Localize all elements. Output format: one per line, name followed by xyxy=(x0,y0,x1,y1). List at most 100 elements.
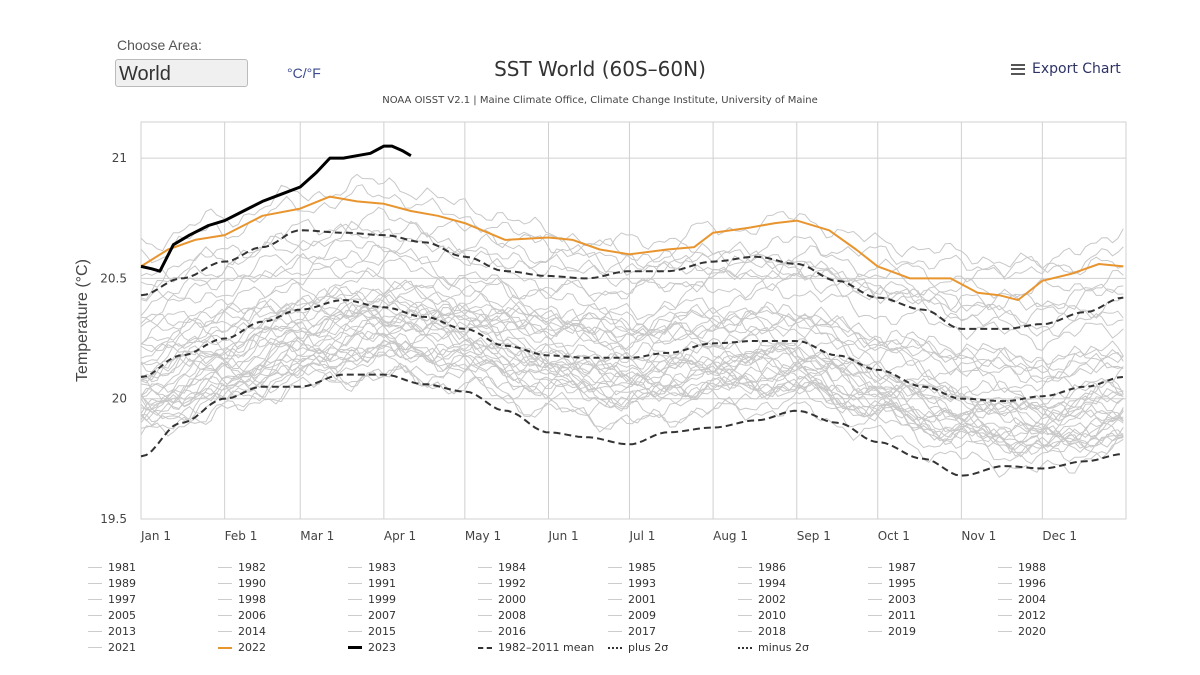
legend-item[interactable]: 1989 xyxy=(88,577,136,590)
chart-subtitle: NOAA OISST V2.1 | Maine Climate Office, … xyxy=(382,95,818,106)
legend-item[interactable]: 2003 xyxy=(868,593,916,606)
year-line-1995 xyxy=(140,309,1124,431)
year-line-2019 xyxy=(140,206,1124,283)
legend-swatch-icon xyxy=(218,599,232,600)
legend-item[interactable]: 1996 xyxy=(998,577,1046,590)
y-tick-label: 19.5 xyxy=(100,512,127,526)
legend-item[interactable]: 2018 xyxy=(738,625,786,638)
legend-label: plus 2σ xyxy=(628,641,669,654)
legend-item[interactable]: 2013 xyxy=(88,625,136,638)
legend-label: 1982 xyxy=(238,561,266,574)
legend-item[interactable]: minus 2σ xyxy=(738,641,809,654)
legend-swatch-icon xyxy=(738,646,752,649)
legend-item[interactable]: 2011 xyxy=(868,609,916,622)
legend-swatch-icon xyxy=(88,583,102,584)
year-line-2009 xyxy=(140,282,1124,384)
legend-swatch-icon xyxy=(868,567,882,568)
legend-item[interactable]: 2014 xyxy=(218,625,266,638)
legend-item[interactable]: 1987 xyxy=(868,561,916,574)
legend-item[interactable]: 1991 xyxy=(348,577,396,590)
legend-swatch-icon xyxy=(608,599,622,600)
x-tick-label: Dec 1 xyxy=(1042,529,1077,543)
legend-item[interactable]: 1988 xyxy=(998,561,1046,574)
legend-item[interactable]: 1999 xyxy=(348,593,396,606)
legend-label: 2018 xyxy=(758,625,786,638)
legend-item[interactable]: 2007 xyxy=(348,609,396,622)
legend-item[interactable]: 1982–2011 mean xyxy=(478,641,594,654)
stat-line-minus-2- xyxy=(140,373,1124,477)
legend-item[interactable]: 1990 xyxy=(218,577,266,590)
legend-item[interactable]: 2006 xyxy=(218,609,266,622)
legend-swatch-icon xyxy=(478,646,492,649)
legend-label: 2016 xyxy=(498,625,526,638)
legend-item[interactable]: 1984 xyxy=(478,561,526,574)
year-line-2013 xyxy=(140,286,1124,374)
legend-swatch-icon xyxy=(348,646,362,649)
legend-item[interactable]: 1986 xyxy=(738,561,786,574)
x-tick-label: Jun 1 xyxy=(547,529,578,543)
x-tick-label: Apr 1 xyxy=(384,529,416,543)
legend-item[interactable]: 2008 xyxy=(478,609,526,622)
legend-item[interactable]: 1993 xyxy=(608,577,656,590)
legend-item[interactable]: 2022 xyxy=(218,641,266,654)
legend-item[interactable]: 2015 xyxy=(348,625,396,638)
legend-swatch-icon xyxy=(218,583,232,584)
legend-swatch-icon xyxy=(88,631,102,632)
legend-item[interactable]: 1982 xyxy=(218,561,266,574)
legend-label: 1983 xyxy=(368,561,396,574)
year-line-2015 xyxy=(140,235,1124,302)
export-chart-button[interactable]: Export Chart xyxy=(1011,61,1121,77)
legend-item[interactable]: 1995 xyxy=(868,577,916,590)
legend-label: 2019 xyxy=(888,625,916,638)
legend-item[interactable]: 1997 xyxy=(88,593,136,606)
legend-item[interactable]: 1981 xyxy=(88,561,136,574)
x-tick-label: Oct 1 xyxy=(878,529,910,543)
legend-item[interactable]: 2010 xyxy=(738,609,786,622)
x-tick-label: Feb 1 xyxy=(225,529,258,543)
y-tick-label: 20 xyxy=(112,392,127,406)
legend-swatch-icon xyxy=(218,646,232,649)
legend-label: 2012 xyxy=(1018,609,1046,622)
legend-swatch-icon xyxy=(868,615,882,616)
legend-label: 2000 xyxy=(498,593,526,606)
legend-swatch-icon xyxy=(738,567,752,568)
x-tick-label: Aug 1 xyxy=(713,529,748,543)
legend-item[interactable]: 2012 xyxy=(998,609,1046,622)
legend-item[interactable]: 1998 xyxy=(218,593,266,606)
legend-item[interactable]: 1992 xyxy=(478,577,526,590)
legend-item[interactable]: 2004 xyxy=(998,593,1046,606)
year-line-2011 xyxy=(140,338,1124,417)
year-line-2020 xyxy=(140,184,1124,314)
legend-swatch-icon xyxy=(88,599,102,600)
year-line-2001 xyxy=(140,316,1124,420)
legend-label: 1999 xyxy=(368,593,396,606)
legend-item[interactable]: 2016 xyxy=(478,625,526,638)
x-tick-label: Jul 1 xyxy=(628,529,655,543)
y-tick-label: 21 xyxy=(112,151,127,165)
legend-swatch-icon xyxy=(868,583,882,584)
legend-swatch-icon xyxy=(608,583,622,584)
x-tick-label: May 1 xyxy=(465,529,501,543)
legend-item[interactable]: 2017 xyxy=(608,625,656,638)
legend-swatch-icon xyxy=(998,567,1012,568)
legend-item[interactable]: 2019 xyxy=(868,625,916,638)
legend-item[interactable]: 2009 xyxy=(608,609,656,622)
legend-label: minus 2σ xyxy=(758,641,809,654)
legend-item[interactable]: 1985 xyxy=(608,561,656,574)
area-select[interactable]: World xyxy=(115,59,248,87)
unit-toggle-button[interactable]: °C/°F xyxy=(287,65,321,81)
legend-item[interactable]: 2002 xyxy=(738,593,786,606)
legend-item[interactable]: 1994 xyxy=(738,577,786,590)
legend-item[interactable]: 2005 xyxy=(88,609,136,622)
legend-item[interactable]: 2020 xyxy=(998,625,1046,638)
legend-item[interactable]: 2021 xyxy=(88,641,136,654)
legend-label: 2001 xyxy=(628,593,656,606)
year-line-1986 xyxy=(140,339,1124,423)
legend-label: 1995 xyxy=(888,577,916,590)
highlight-line-2023 xyxy=(140,144,412,273)
legend-item[interactable]: 1983 xyxy=(348,561,396,574)
legend-item[interactable]: 2000 xyxy=(478,593,526,606)
legend-item[interactable]: 2001 xyxy=(608,593,656,606)
legend-item[interactable]: 2023 xyxy=(348,641,396,654)
legend-item[interactable]: plus 2σ xyxy=(608,641,668,654)
